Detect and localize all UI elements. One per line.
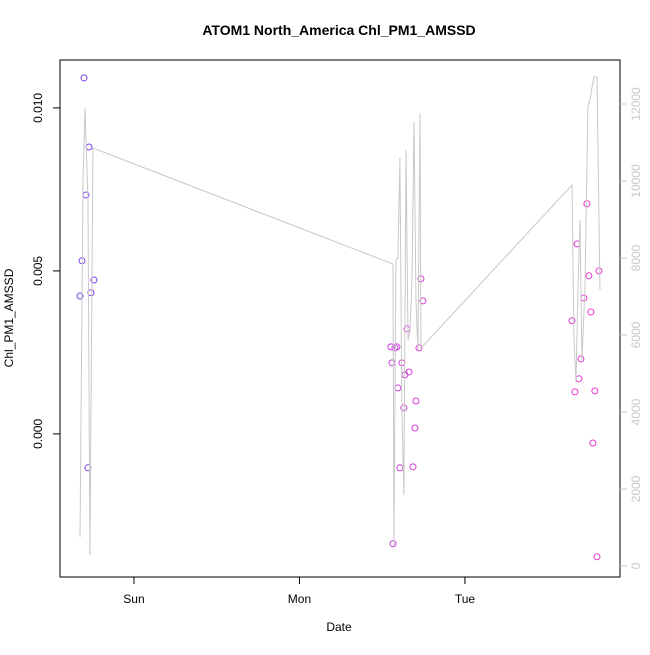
point xyxy=(90,276,98,284)
x-axis-label: Date xyxy=(326,620,352,634)
point xyxy=(409,463,417,471)
point xyxy=(577,355,585,363)
point xyxy=(405,368,413,376)
point xyxy=(587,308,595,316)
point xyxy=(589,439,597,447)
point xyxy=(568,317,576,325)
point xyxy=(80,74,88,82)
point xyxy=(87,289,95,297)
y-tick-label: 0.000 xyxy=(31,419,45,449)
point xyxy=(411,424,419,432)
point xyxy=(389,540,397,548)
y2-tick-label: 2000 xyxy=(629,475,643,502)
point xyxy=(585,272,593,280)
point xyxy=(400,404,408,412)
y2-tick-label: 10000 xyxy=(629,164,643,198)
y2-tick-label: 12000 xyxy=(629,87,643,121)
point xyxy=(583,200,591,208)
chart-title: ATOM1 North_America Chl_PM1_AMSSD xyxy=(202,22,475,38)
y2-tick-label: 6000 xyxy=(629,321,643,348)
point xyxy=(76,292,84,300)
point xyxy=(593,553,601,561)
y-axis-label: Chl_PM1_AMSSD xyxy=(2,268,16,367)
y-tick-label: 0.005 xyxy=(31,256,45,286)
point xyxy=(595,267,603,275)
point xyxy=(419,297,427,305)
y2-tick-label: 8000 xyxy=(629,244,643,271)
point xyxy=(571,388,579,396)
line xyxy=(79,76,601,555)
point xyxy=(591,387,599,395)
x-tick-label: Sun xyxy=(123,592,144,606)
x-tick-label: Tue xyxy=(455,592,476,606)
x-tick-label: Mon xyxy=(288,592,311,606)
point xyxy=(415,344,423,352)
y2-tick-label: 0 xyxy=(629,562,643,569)
point xyxy=(412,397,420,405)
point xyxy=(393,343,401,351)
y2-tick-label: 4000 xyxy=(629,398,643,425)
y-tick-label: 0.010 xyxy=(31,93,45,123)
